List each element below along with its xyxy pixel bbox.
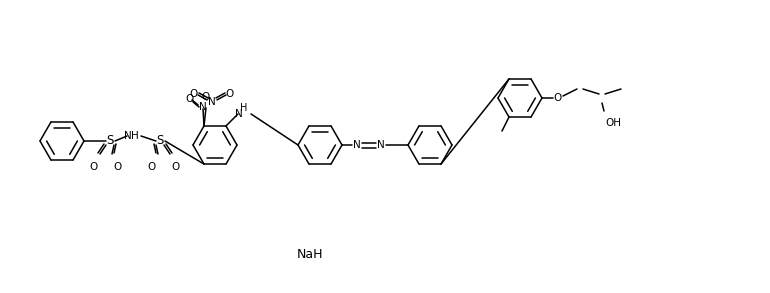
Text: N: N: [353, 140, 361, 150]
Text: NaH: NaH: [296, 248, 323, 261]
Text: O: O: [186, 94, 194, 104]
Text: O: O: [114, 162, 122, 172]
Text: S: S: [156, 134, 164, 147]
Text: N: N: [235, 109, 243, 119]
Text: O: O: [172, 162, 180, 172]
Text: O: O: [202, 92, 210, 102]
Text: O: O: [554, 93, 562, 103]
Text: S: S: [106, 134, 114, 147]
Text: N: N: [199, 102, 207, 112]
Text: N: N: [208, 97, 216, 107]
Text: O: O: [226, 89, 234, 99]
Text: O: O: [90, 162, 98, 172]
Text: O: O: [190, 89, 198, 99]
Text: N: N: [377, 140, 385, 150]
Text: OH: OH: [605, 118, 621, 128]
Text: N: N: [124, 131, 132, 141]
Text: O: O: [148, 162, 156, 172]
Text: H: H: [240, 103, 248, 113]
Text: H: H: [131, 131, 139, 141]
